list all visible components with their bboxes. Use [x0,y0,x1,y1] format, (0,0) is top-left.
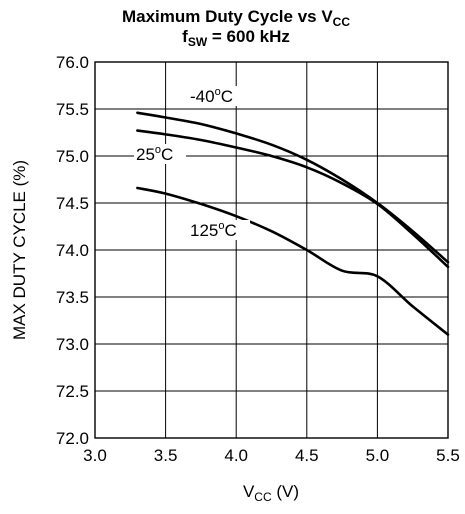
series-label-minus40: -40oC [190,86,233,106]
series-label-25: 25oC [136,144,173,164]
y-tick-label: 74.0 [56,241,89,260]
x-tick-labels: 3.0 3.5 4.0 4.5 5.0 5.5 [83,446,460,465]
x-axis-label: VCC (V) [243,482,299,504]
chart-title-line1: Maximum Duty Cycle vs VCC [122,7,350,29]
series-lines [136,111,450,336]
plot-frame [94,61,449,439]
series-line-1 [136,129,450,269]
y-axis-label: MAX DUTY CYCLE (%) [10,160,29,340]
x-tick-label: 5.0 [366,446,390,465]
series-label-125: 125oC [190,220,237,240]
label-bg-minus40 [186,86,244,106]
chart-title-line2: fSW = 600 kHz [182,27,290,49]
y-tick-label: 76.0 [56,53,89,72]
y-tick-label: 75.5 [56,100,89,119]
y-tick-labels: 76.0 75.5 75.0 74.5 74.0 73.5 73.0 72.5 72.0 [56,53,89,448]
series-line-0 [136,111,450,264]
x-tick-label: 3.5 [154,446,178,465]
y-tick-label: 73.0 [56,335,89,354]
y-tick-label: 72.0 [56,429,89,448]
y-tick-label: 74.5 [56,194,89,213]
grid [94,61,449,439]
label-bg-125 [188,220,250,240]
label-bg-25 [134,144,186,164]
y-tick-label: 72.5 [56,382,89,401]
series-line-2 [136,186,450,336]
x-tick-label: 5.5 [436,446,460,465]
x-tick-label: 4.0 [224,446,248,465]
x-tick-label: 4.5 [295,446,319,465]
x-tick-label: 3.0 [83,446,107,465]
y-tick-label: 73.5 [56,288,89,307]
y-tick-label: 75.0 [56,147,89,166]
